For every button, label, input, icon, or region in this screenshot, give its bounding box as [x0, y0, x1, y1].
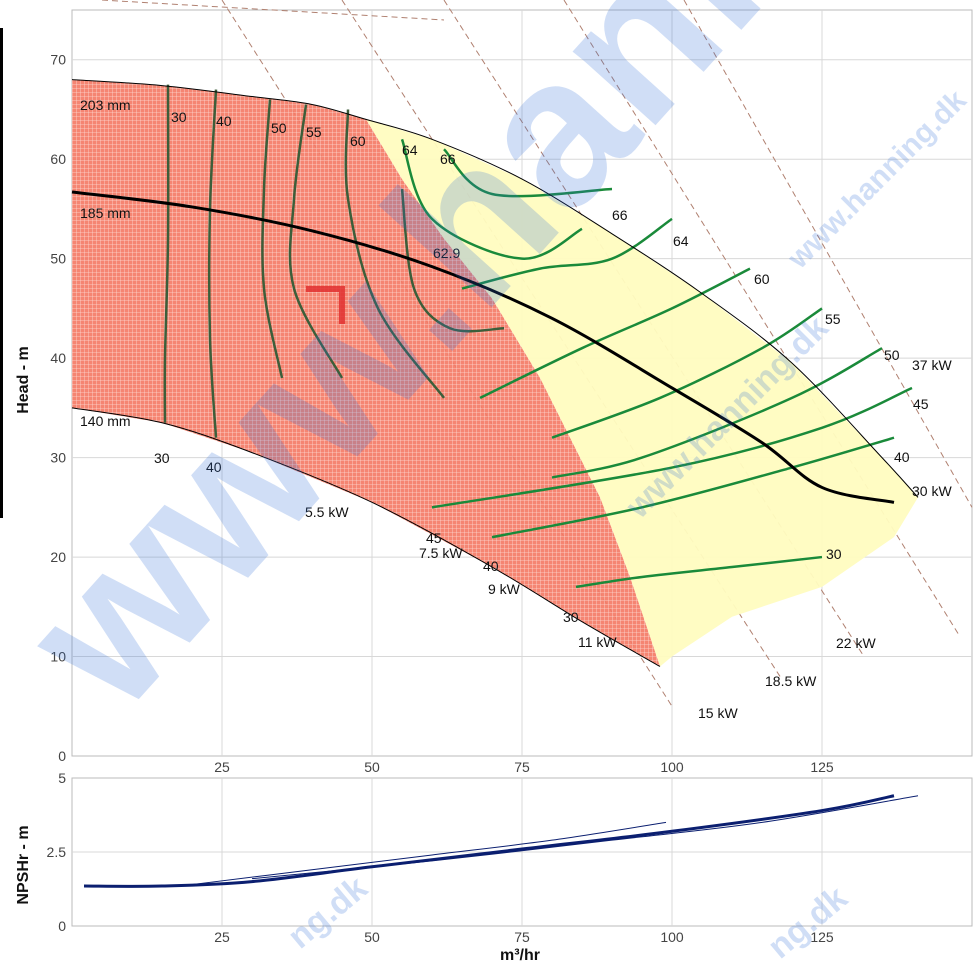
bottom-eff-label-2: 45 [426, 530, 442, 546]
efficiency-label-7: 66 [440, 151, 456, 167]
impeller-curve-140-mm [71, 407, 661, 667]
npsh-x-tick-75: 75 [514, 929, 530, 945]
head-y-tick-0: 0 [58, 748, 66, 764]
x-axis-title: m³/hr [500, 947, 540, 964]
impeller-curve-203-mm [71, 79, 919, 498]
npsh-chart: 0 2.5 5 25 50 75 100 125 NPSHr - m m³/hr [15, 770, 973, 964]
efficiency-contour-30-14 [575, 555, 823, 589]
npsh-tick-labels: 0 2.5 5 25 50 75 100 125 [47, 770, 834, 945]
impeller-curve-185-mm [71, 190, 895, 504]
bottom-eff-label-4: 30 [563, 609, 579, 625]
efficiency-contour-55-10 [551, 307, 823, 439]
efficiency-label-15: 30 [826, 546, 842, 562]
efficiency-label-12: 50 [884, 347, 900, 363]
power-label-4: 15 kW [698, 705, 738, 721]
head-y-tick-50: 50 [50, 251, 66, 267]
power-label-2: 9 kW [488, 581, 521, 597]
efficiency-contour-40-1 [208, 89, 218, 438]
duty-point-marker [306, 286, 345, 324]
efficiency-contour-50-2 [261, 99, 284, 379]
impeller-curves [71, 79, 919, 667]
npsh-series-1 [191, 821, 667, 886]
power-label-1: 7.5 kW [419, 545, 463, 561]
npsh-x-tick-100: 100 [660, 929, 684, 945]
head-y-axis-title: Head - m [15, 346, 32, 414]
head-chart: 0 10 20 30 40 50 60 70 25 50 75 100 125 203 mm 185 mm… [15, 0, 973, 775]
head-y-tick-60: 60 [50, 151, 66, 167]
head-x-tick-75: 75 [514, 759, 530, 775]
power-label-0: 5.5 kW [305, 504, 349, 520]
bottom-eff-label-3: 40 [483, 558, 499, 574]
efficiency-label-6: 64 [402, 142, 418, 158]
npsh-x-tick-125: 125 [810, 929, 834, 945]
power-label-7: 30 kW [912, 483, 952, 499]
efficiency-contour-66-7 [443, 148, 613, 198]
efficiency-contour-30-0 [163, 84, 170, 423]
efficiency-label-1: 40 [216, 113, 232, 129]
npsh-x-tick-25: 25 [214, 929, 230, 945]
efficiency-label-3: 55 [306, 124, 322, 140]
head-y-tick-70: 70 [50, 52, 66, 68]
efficiency-contour-64-6 [400, 138, 583, 260]
impeller-label-1: 185 mm [80, 205, 131, 221]
head-y-tick-20: 20 [50, 549, 66, 565]
efficiency-contour-60-4 [344, 109, 446, 399]
curve-labels: 203 mm 185 mm 140 mm 30 40 50 55 60 62.9 64 66 66 64… [80, 97, 952, 721]
efficiency-label-5: 62.9 [433, 245, 460, 261]
head-x-tick-25: 25 [214, 759, 230, 775]
npsh-series [83, 794, 919, 888]
power-label-3: 11 kW [578, 634, 617, 650]
npsh-y-axis-title: NPSHr - m [15, 825, 32, 904]
efficiency-contour-62-9-5 [400, 188, 505, 333]
head-x-tick-50: 50 [364, 759, 380, 775]
npsh-series-2 [251, 795, 919, 880]
head-x-tick-125: 125 [810, 759, 834, 775]
efficiency-label-2: 50 [271, 120, 287, 136]
efficiency-label-0: 30 [171, 109, 187, 125]
efficiency-label-10: 60 [754, 271, 770, 287]
npsh-y-tick-2.5: 2.5 [47, 844, 67, 860]
red-operating-region [72, 79, 660, 667]
efficiency-contour-50-11 [551, 347, 883, 479]
efficiency-label-9: 64 [673, 233, 689, 249]
efficiency-label-8: 66 [612, 207, 628, 223]
power-label-6: 22 kW [836, 635, 876, 651]
efficiency-contour-40-13 [491, 436, 895, 539]
npsh-x-tick-50: 50 [364, 929, 380, 945]
efficiency-label-14: 40 [894, 449, 910, 465]
power-dash-line-5 [683, 0, 973, 508]
head-y-tick-40: 40 [50, 350, 66, 366]
npsh-series-0 [83, 794, 895, 888]
head-y-tick-10: 10 [50, 649, 66, 665]
npsh-grid [72, 778, 972, 926]
power-dash-line-0 [101, 0, 445, 21]
power-label-5: 18.5 kW [765, 673, 817, 689]
efficiency-contour-60-9 [479, 267, 751, 400]
head-tick-labels: 0 10 20 30 40 50 60 70 25 50 75 100 125 [50, 52, 833, 775]
efficiency-contours [163, 84, 913, 589]
efficiency-label-4: 60 [350, 133, 366, 149]
efficiency-label-13: 45 [913, 396, 929, 412]
head-x-tick-100: 100 [660, 759, 684, 775]
bottom-eff-label-1: 40 [206, 459, 222, 475]
npsh-y-tick-0: 0 [58, 918, 66, 934]
efficiency-contour-64-8 [461, 217, 673, 290]
head-y-tick-30: 30 [50, 450, 66, 466]
bottom-eff-label-0: 30 [154, 450, 170, 466]
impeller-label-2: 140 mm [80, 413, 131, 429]
efficiency-label-11: 55 [825, 311, 841, 327]
efficiency-contour-55-3 [288, 104, 344, 379]
left-frame-bar [0, 28, 3, 518]
efficiency-contour-45-12 [431, 386, 913, 509]
npsh-y-tick-5: 5 [58, 770, 66, 786]
impeller-label-0: 203 mm [80, 97, 131, 113]
power-label-8: 37 kW [912, 357, 952, 373]
